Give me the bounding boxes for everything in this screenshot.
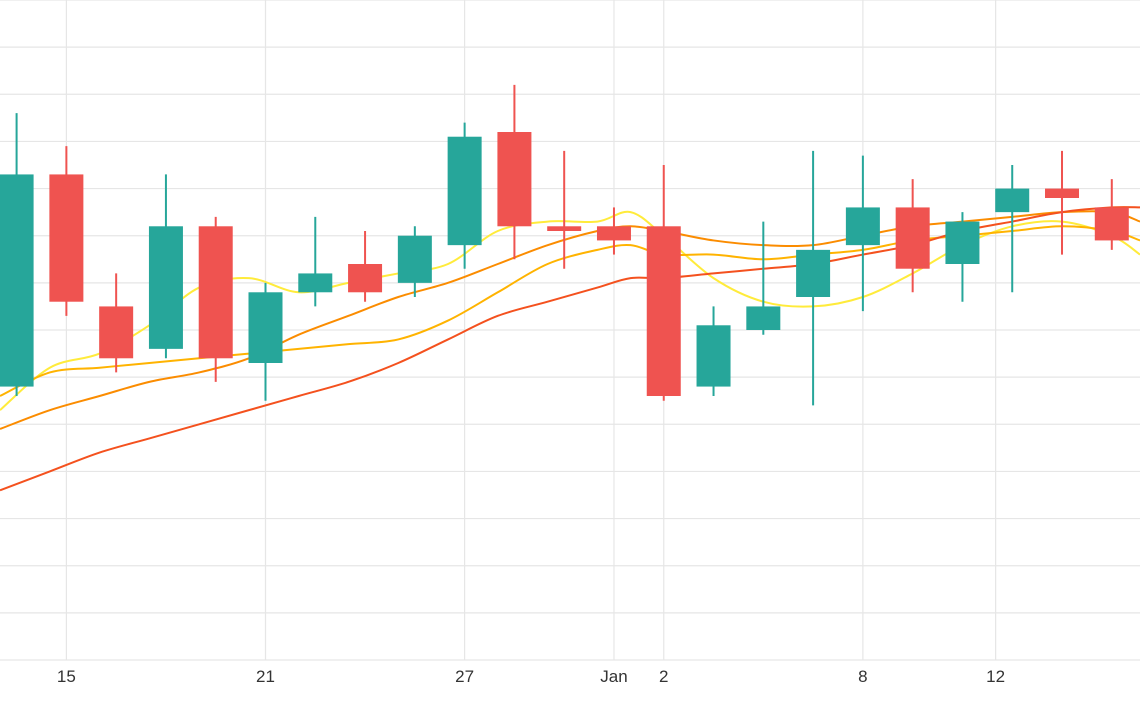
candle-body xyxy=(796,249,831,297)
candle-down xyxy=(49,146,84,316)
candle-down xyxy=(895,179,930,293)
x-tick-label: 2 xyxy=(659,667,668,686)
candle-down xyxy=(1045,150,1080,255)
x-tick-label: Jan xyxy=(600,667,627,686)
candle-layer xyxy=(0,84,1129,406)
candle-body xyxy=(845,207,880,246)
candle-up xyxy=(148,174,183,359)
candle-body xyxy=(596,226,631,241)
candle-up xyxy=(447,122,482,269)
candle-up xyxy=(995,165,1030,293)
candle-down xyxy=(646,165,681,401)
candle-down xyxy=(348,231,383,302)
candle-down xyxy=(596,207,631,255)
candle-body xyxy=(497,132,532,227)
x-tick-label: 12 xyxy=(986,667,1005,686)
candle-body xyxy=(298,273,333,293)
candle-up xyxy=(796,150,831,406)
candle-up xyxy=(248,282,283,401)
candle-body xyxy=(995,188,1030,213)
candle-body xyxy=(696,325,731,387)
candle-body xyxy=(397,235,432,283)
candle-body xyxy=(746,306,781,330)
candle-body xyxy=(99,306,134,359)
candle-body xyxy=(0,174,34,387)
candle-body xyxy=(248,292,283,363)
candle-down xyxy=(99,273,134,373)
candle-up xyxy=(945,212,980,302)
candle-body xyxy=(547,226,582,231)
candle-body xyxy=(945,221,980,264)
candle-body xyxy=(49,174,84,302)
candle-body xyxy=(1045,188,1080,198)
candle-body xyxy=(646,226,681,396)
candle-body xyxy=(1094,207,1129,241)
candle-up xyxy=(397,226,432,297)
candle-body xyxy=(148,226,183,349)
candle-down xyxy=(547,150,582,269)
candle-body xyxy=(348,264,383,293)
x-tick-label: 15 xyxy=(57,667,76,686)
candle-body xyxy=(895,207,930,269)
horizontal-gridlines xyxy=(0,0,1140,661)
candle-up xyxy=(298,216,333,307)
candle-up xyxy=(0,113,34,396)
x-tick-label: 8 xyxy=(858,667,867,686)
x-tick-label: 27 xyxy=(455,667,474,686)
x-tick-label: 21 xyxy=(256,667,275,686)
candle-down xyxy=(497,84,532,260)
candle-up xyxy=(746,221,781,335)
candle-up xyxy=(845,155,880,312)
candle-down xyxy=(1094,179,1129,250)
candle-body xyxy=(447,136,482,246)
candle-up xyxy=(696,306,731,396)
candle-body xyxy=(198,226,233,359)
x-axis-tick-labels: 15 21 27 Jan 2 8 12 xyxy=(57,667,1005,686)
candle-down xyxy=(198,216,233,382)
